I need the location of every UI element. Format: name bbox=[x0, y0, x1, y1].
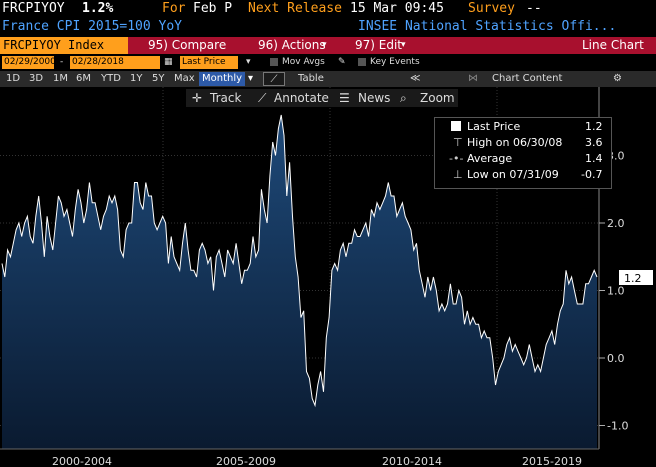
legend-low-label: Low on 07/31/09 bbox=[467, 168, 559, 181]
period-value: Feb P bbox=[193, 1, 233, 16]
crosshair-icon[interactable]: ✛ bbox=[192, 91, 203, 105]
compare-button[interactable]: 95) Compare bbox=[148, 38, 227, 52]
collapse-left-icon[interactable]: ≪ bbox=[410, 73, 421, 84]
period-button[interactable]: 3D bbox=[29, 73, 44, 84]
x-axis-label: 2010-2014 bbox=[382, 455, 442, 467]
chart-content-button[interactable]: Chart Content bbox=[492, 73, 563, 84]
line-style-icon[interactable]: ⟋ bbox=[263, 72, 285, 86]
legend-high-label: High on 06/30/08 bbox=[467, 136, 563, 149]
next-release-time: 15 Mar 09:45 bbox=[350, 1, 444, 16]
price-line[interactable] bbox=[1, 114, 598, 408]
start-date-field[interactable]: 02/29/2000 bbox=[2, 56, 56, 69]
next-release-label: Next Release bbox=[248, 1, 342, 16]
table-button[interactable]: Table bbox=[298, 73, 324, 84]
frequency-dropdown-icon[interactable]: ▾ bbox=[248, 73, 254, 84]
field-dropdown-icon[interactable]: ▾ bbox=[246, 57, 251, 67]
annotate-icon[interactable]: ⟋ bbox=[258, 91, 267, 105]
edit-dropdown-icon[interactable]: ▾ bbox=[401, 40, 406, 50]
zoom-icon[interactable]: ⌕ bbox=[400, 91, 407, 105]
x-axis-labels: 2000-2004 2005-2009 2010-2014 2015-2019 bbox=[52, 455, 582, 467]
zoom-button[interactable]: Zoom bbox=[420, 91, 455, 105]
chart-tools-bar: ✛ Track ⟋ Annotate ☰ News ⌕ Zoom bbox=[186, 89, 458, 107]
frequency-selector[interactable]: Monthly bbox=[199, 72, 246, 86]
pencil-icon[interactable]: ✎ bbox=[338, 57, 346, 67]
last-price-swatch bbox=[451, 121, 461, 131]
period-button[interactable]: 1D bbox=[6, 73, 21, 84]
period-button[interactable]: Max bbox=[174, 73, 195, 84]
y-tick-label: 2.0 bbox=[607, 217, 625, 230]
y-tick-label: -1.0 bbox=[607, 420, 628, 433]
security-description-row: France CPI 2015=100 YoY INSEE National S… bbox=[0, 18, 656, 36]
legend-high-value: 3.6 bbox=[585, 136, 603, 149]
key-events-label: Key Events bbox=[370, 57, 420, 67]
y-tick-label: 1.0 bbox=[607, 285, 625, 298]
average-marker-icon: -•- bbox=[449, 152, 464, 165]
period-button[interactable]: 1Y bbox=[130, 73, 143, 84]
x-axis-label: 2005-2009 bbox=[216, 455, 276, 467]
ticker-symbol: FRCPIYOY bbox=[2, 1, 65, 16]
annotate-button[interactable]: Annotate bbox=[274, 91, 329, 105]
field-selector[interactable]: Last Price bbox=[180, 56, 238, 69]
actions-button[interactable]: 96) Actions bbox=[258, 38, 326, 52]
period-row: 1D 3D 1M 6M YTD 1Y 5Y Max Monthly ▾ ⟋ Ta… bbox=[0, 71, 656, 87]
y-tick-label: 0.0 bbox=[607, 352, 625, 365]
edit-button[interactable]: 97) Edit bbox=[355, 38, 403, 52]
legend-last-price-value: 1.2 bbox=[585, 120, 603, 133]
legend-average-value: 1.4 bbox=[585, 152, 603, 165]
end-date-field[interactable]: 02/28/2018 bbox=[70, 56, 160, 69]
track-button[interactable]: Track bbox=[210, 91, 242, 105]
function-toolbar: 95) Compare 96) Actions ▾ 97) Edit ▾ Lin… bbox=[0, 37, 656, 54]
chart-type-label: Line Chart bbox=[582, 38, 644, 52]
legend-low-value: -0.7 bbox=[581, 168, 603, 181]
chart-content-icon[interactable]: ⋈ bbox=[468, 73, 478, 84]
key-events-checkbox[interactable] bbox=[358, 58, 366, 66]
actions-dropdown-icon[interactable]: ▾ bbox=[322, 40, 327, 50]
x-axis-label: 2015-2019 bbox=[522, 455, 582, 467]
ticker-field[interactable]: FRCPIYOY Index bbox=[0, 37, 128, 54]
high-marker-icon: ⊤ bbox=[453, 136, 463, 149]
period-button[interactable]: 1M bbox=[53, 73, 68, 84]
last-value-label: 1.2 bbox=[624, 272, 642, 285]
data-source: INSEE National Statistics Offi... bbox=[358, 19, 617, 34]
news-button[interactable]: News bbox=[358, 91, 391, 105]
date-range-row: 02/29/2000 - 02/28/2018 ▦ Last Price ▾ M… bbox=[0, 55, 656, 70]
chart-legend: Last Price 1.2 ⊤ High on 06/30/08 3.6 -•… bbox=[434, 117, 612, 189]
last-value-marker: 1.2 bbox=[619, 270, 653, 285]
legend-average-label: Average bbox=[467, 152, 513, 165]
mov-avgs-label: Mov Avgs bbox=[282, 57, 325, 67]
survey-label: Survey bbox=[468, 1, 515, 16]
legend-last-price-label: Last Price bbox=[467, 120, 521, 133]
period-button[interactable]: 6M bbox=[76, 73, 91, 84]
price-area bbox=[2, 115, 597, 449]
security-description: France CPI 2015=100 YoY bbox=[2, 19, 183, 34]
mov-avgs-checkbox[interactable] bbox=[270, 58, 278, 66]
current-value: 1.2% bbox=[82, 1, 114, 16]
period-button[interactable]: 5Y bbox=[152, 73, 165, 84]
range-dash: - bbox=[60, 57, 64, 67]
for-label: For bbox=[162, 1, 186, 16]
low-marker-icon: ⊥ bbox=[453, 168, 463, 181]
news-icon[interactable]: ☰ bbox=[339, 91, 350, 105]
settings-icon[interactable]: ⚙ bbox=[613, 73, 622, 84]
survey-value: -- bbox=[526, 1, 542, 16]
period-button[interactable]: YTD bbox=[101, 73, 121, 84]
last-value-box bbox=[619, 270, 653, 285]
x-axis-label: 2000-2004 bbox=[52, 455, 112, 467]
calendar-icon[interactable]: ▦ bbox=[164, 57, 173, 67]
security-header: FRCPIYOY 1.2% For Feb P Next Release 15 … bbox=[0, 0, 656, 18]
